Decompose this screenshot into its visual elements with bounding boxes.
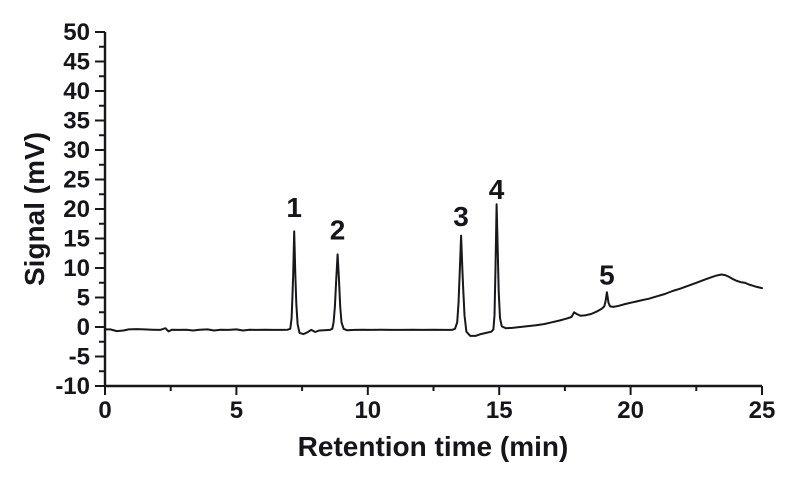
y-tick-label: 35 <box>63 108 90 135</box>
y-tick-label: 50 <box>63 19 90 46</box>
y-tick-label: -5 <box>69 344 90 371</box>
y-tick-label: 45 <box>63 49 90 76</box>
y-axis-title: Signal (mV) <box>19 132 50 286</box>
y-tick-label: 0 <box>77 314 90 341</box>
peak-label-1: 1 <box>286 192 302 223</box>
x-axis-title: Retention time (min) <box>298 431 569 462</box>
peak-label-3: 3 <box>453 201 469 232</box>
y-tick-label: -10 <box>55 373 90 400</box>
y-tick-label: 10 <box>63 255 90 282</box>
peak-label-4: 4 <box>489 174 505 205</box>
y-tick-label: 25 <box>63 167 90 194</box>
x-tick-label: 25 <box>749 397 776 424</box>
peak-label-5: 5 <box>599 259 615 290</box>
x-tick-label: 0 <box>98 397 111 424</box>
x-tick-label: 15 <box>486 397 513 424</box>
signal-trace <box>104 203 763 337</box>
y-tick-label: 40 <box>63 78 90 105</box>
x-tick-label: 5 <box>230 397 243 424</box>
y-tick-label: 5 <box>77 285 90 312</box>
y-tick-label: 15 <box>63 226 90 253</box>
y-tick-label: 30 <box>63 137 90 164</box>
x-tick-label: 10 <box>354 397 381 424</box>
x-tick-label: 20 <box>617 397 644 424</box>
peak-label-2: 2 <box>330 215 346 246</box>
y-tick-label: 20 <box>63 196 90 223</box>
